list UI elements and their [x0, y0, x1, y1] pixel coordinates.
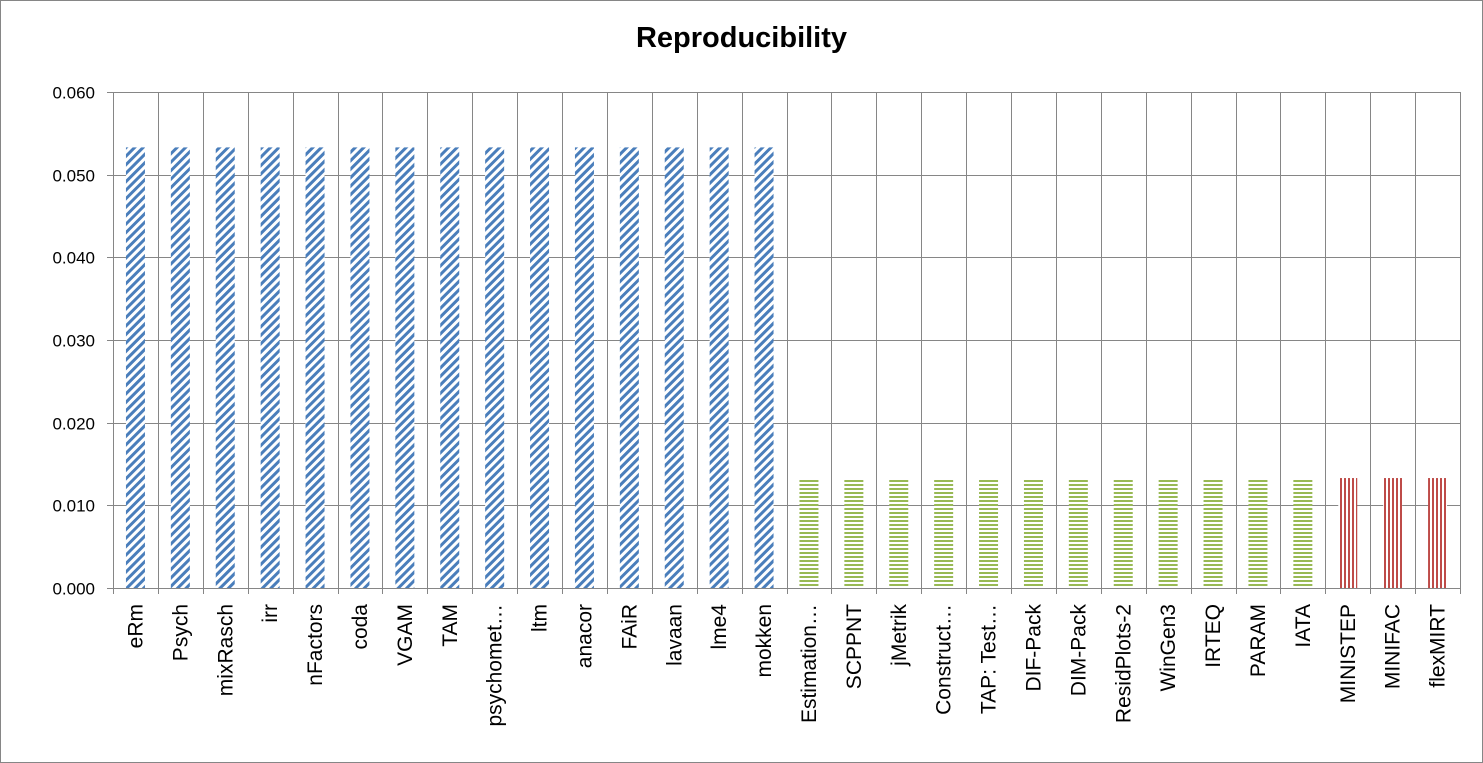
x-category-label: DIM-Pack [1067, 604, 1090, 697]
bar-20 [979, 478, 999, 588]
bar-28 [1338, 478, 1358, 588]
bar-1 [125, 147, 145, 588]
labels-layer: 0.000 0.010 0.020 0.030 0.040 0.050 0.060 eRm Ps… [52, 84, 1449, 727]
x-category-label: ltm [529, 604, 552, 632]
bar-13 [664, 147, 684, 588]
bar-19 [934, 478, 954, 588]
bars-layer [125, 147, 1448, 588]
x-category-label: flexMIRT [1427, 604, 1450, 688]
y-tick-label: 0.020 [52, 415, 95, 434]
x-category-label: IATA [1292, 604, 1315, 648]
x-category-label: lavaan [663, 604, 686, 666]
x-category-label: lme4 [708, 604, 731, 650]
bar-21 [1023, 478, 1043, 588]
bar-26 [1248, 478, 1268, 588]
bar-18 [889, 478, 909, 588]
x-category-label: DIF-Pack [1022, 604, 1045, 692]
y-tick-label: 0.050 [52, 167, 95, 186]
x-category-label: TAM [439, 604, 462, 647]
bar-27 [1293, 478, 1313, 588]
bar-15 [754, 147, 774, 588]
bar-5 [305, 147, 325, 588]
bar-29 [1383, 478, 1403, 588]
bar-23 [1113, 478, 1133, 588]
x-category-label: coda [349, 604, 372, 650]
x-category-label: MINIFAC [1382, 604, 1405, 689]
bar-8 [440, 147, 460, 588]
x-category-label: mixRasch [214, 604, 237, 696]
y-tick-label: 0.060 [52, 84, 95, 103]
axis-layer [107, 92, 1460, 589]
bar-22 [1068, 478, 1088, 588]
x-category-label: eRm [124, 604, 147, 648]
x-category-label: MINISTEP [1337, 604, 1360, 703]
x-category-label: ResidPlots-2 [1112, 604, 1135, 723]
bar-9 [485, 147, 505, 588]
x-category-label: FAiR [618, 604, 641, 650]
x-category-label: IRTEQ [1202, 604, 1225, 668]
bar-7 [395, 147, 415, 588]
x-category-label: Estimation… [798, 604, 821, 723]
bar-6 [350, 147, 370, 588]
y-tick-label: 0.040 [52, 249, 95, 268]
x-category-label: nFactors [304, 604, 327, 686]
bar-30 [1428, 478, 1448, 588]
bar-12 [619, 147, 639, 588]
bar-2 [170, 147, 190, 588]
bar-11 [574, 147, 594, 588]
chart-title: Reproducibility [635, 22, 848, 54]
x-category-label: TAP: Test… [978, 604, 1001, 714]
x-category-label: irr [259, 604, 282, 623]
x-category-label: WinGen3 [1157, 604, 1180, 692]
bar-3 [215, 147, 235, 588]
x-category-label: anacor [573, 604, 596, 668]
bar-24 [1158, 478, 1178, 588]
bar-17 [844, 478, 864, 588]
x-category-label: SCPPNT [843, 604, 866, 689]
x-category-label: mokken [753, 604, 776, 678]
bar-10 [530, 147, 550, 588]
bar-25 [1203, 478, 1223, 588]
x-category-label: Construct… [933, 604, 956, 715]
bar-16 [799, 478, 819, 588]
y-tick-label: 0.000 [52, 580, 95, 599]
x-category-label: psychomet… [484, 604, 507, 727]
x-category-label: Psych [169, 604, 192, 661]
bar-4 [260, 147, 280, 588]
x-category-label: PARAM [1247, 604, 1270, 677]
x-category-label: VGAM [394, 604, 417, 666]
bar-14 [709, 147, 729, 588]
y-tick-label: 0.010 [52, 497, 95, 516]
x-category-label: jMetrik [888, 604, 911, 667]
y-tick-label: 0.030 [52, 332, 95, 351]
